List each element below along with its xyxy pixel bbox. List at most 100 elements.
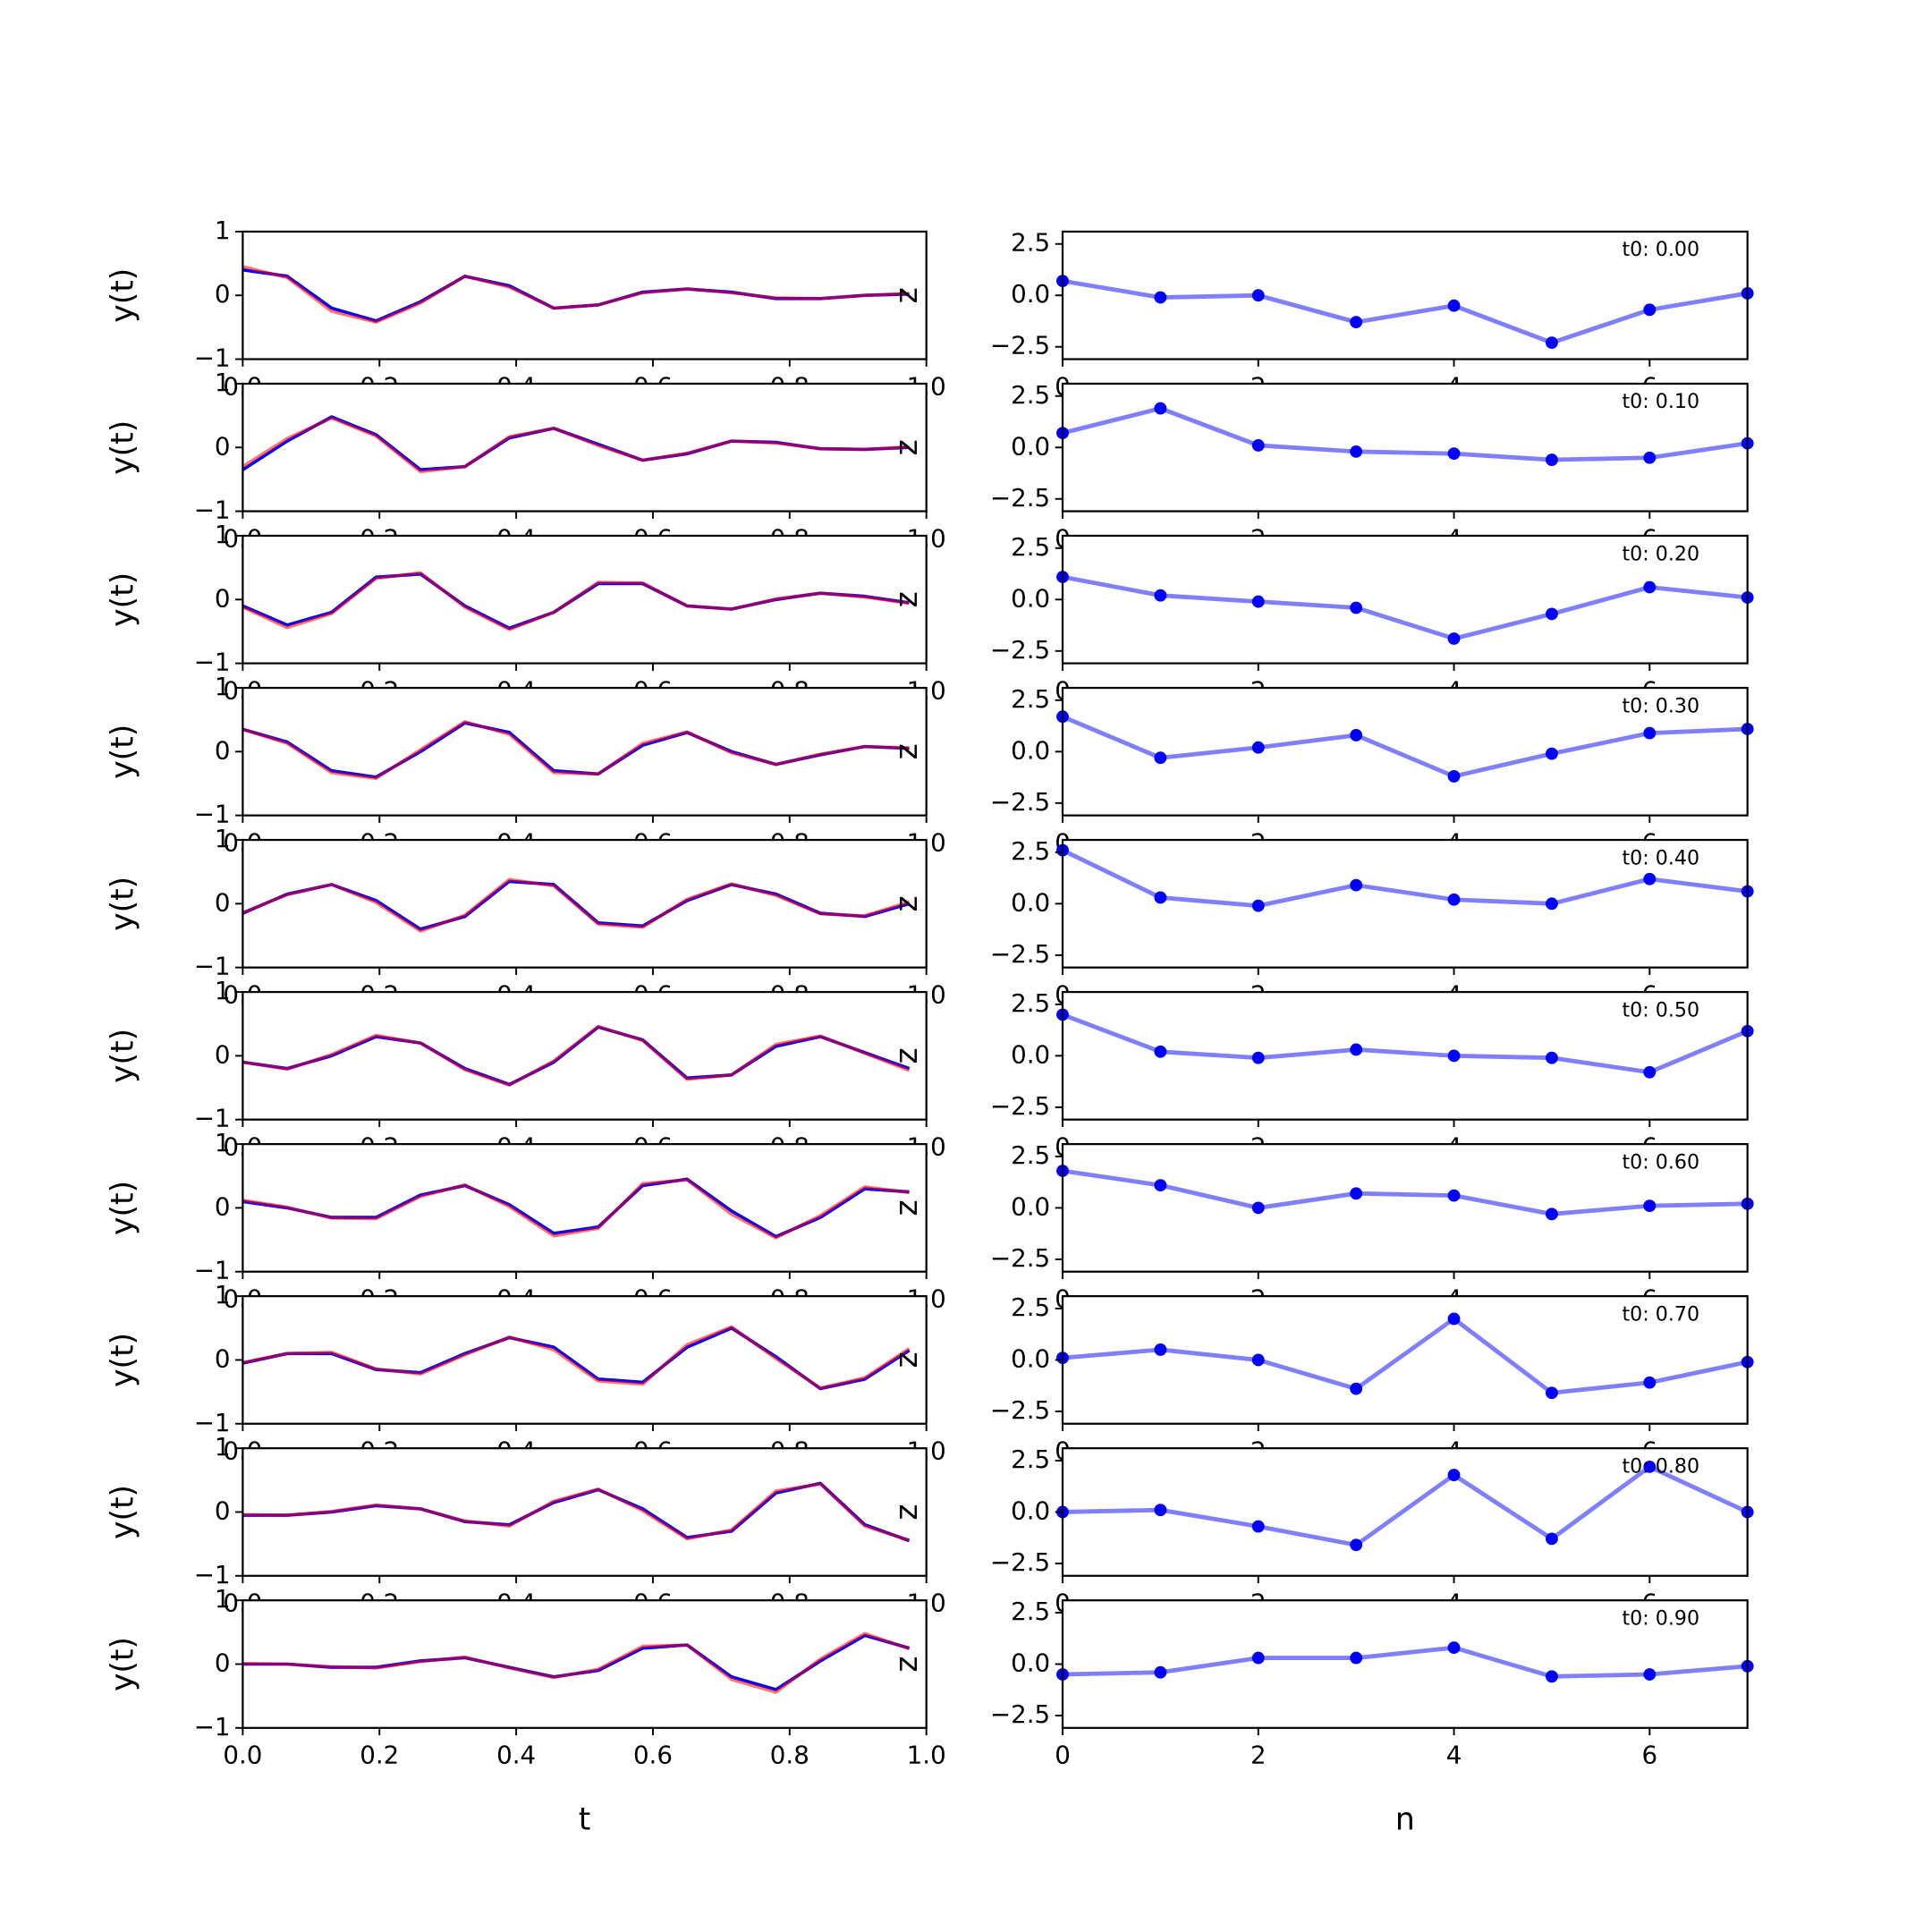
series-line xyxy=(1062,1464,1749,1547)
subplot: 0 2 4 6 −2.5 0.0 2.5 z n t0: 0.90 xyxy=(889,1597,1754,1838)
y-tick-label: 0.0 xyxy=(1011,887,1050,917)
marker xyxy=(1251,439,1265,452)
y-tick-label: 1 xyxy=(215,824,231,853)
y-axis-label: y(t) xyxy=(105,572,140,627)
y-tick-label: 0 xyxy=(215,279,231,309)
y-tick-label: 2.5 xyxy=(1011,684,1050,714)
marker xyxy=(1350,728,1363,741)
y-tick-label: −1 xyxy=(194,343,231,373)
marker xyxy=(1154,751,1167,765)
subplot: 0.0 0.2 0.4 0.6 0.8 1.0 −1 0 1 y(t) t xyxy=(105,1584,945,1837)
marker xyxy=(1154,402,1167,415)
x-tick-label: 1.0 xyxy=(907,1741,946,1770)
marker xyxy=(1251,595,1265,608)
series-line xyxy=(1062,1013,1749,1075)
y-axis-label: y(t) xyxy=(105,1637,140,1691)
y-axis-label: z xyxy=(889,1199,925,1216)
y-axis-label: z xyxy=(889,439,925,455)
y-tick-label: 2.5 xyxy=(1011,228,1050,258)
axes-face xyxy=(1063,688,1748,816)
y-tick-label: 2.5 xyxy=(1011,380,1050,410)
y-axis-label: z xyxy=(889,895,925,911)
y-tick-label: 0.0 xyxy=(1011,1648,1050,1678)
axes-face xyxy=(1063,992,1748,1120)
marker xyxy=(1643,1668,1657,1681)
marker xyxy=(1447,1641,1461,1655)
x-tick-label: 2 xyxy=(1250,1741,1267,1770)
marker xyxy=(1350,1538,1363,1552)
y-tick-label: 2.5 xyxy=(1011,1140,1050,1170)
marker xyxy=(1350,1382,1363,1395)
axes-face xyxy=(242,992,927,1120)
series-line xyxy=(1062,574,1748,641)
marker xyxy=(1546,1208,1558,1221)
marker xyxy=(1447,1049,1461,1063)
marker xyxy=(1447,447,1461,461)
marker xyxy=(1447,632,1461,645)
series-line xyxy=(242,1325,911,1390)
series-line xyxy=(242,571,910,631)
axes-face xyxy=(242,688,927,816)
y-axis-label: y(t) xyxy=(105,1333,140,1387)
series-line xyxy=(242,877,911,933)
y-tick-label: 1 xyxy=(215,976,231,1005)
marker xyxy=(1643,580,1657,594)
series-line xyxy=(242,720,910,781)
marker xyxy=(1546,607,1558,621)
marker xyxy=(1546,1051,1558,1064)
y-tick-label: 1 xyxy=(215,1128,231,1157)
y-tick-label: −2.5 xyxy=(990,1699,1050,1729)
x-tick-label: 4 xyxy=(1446,1741,1462,1770)
marker xyxy=(1350,445,1363,458)
axes-face xyxy=(1063,383,1748,512)
y-tick-label: 1 xyxy=(215,1432,231,1462)
series-line xyxy=(1062,1317,1749,1395)
axes-face xyxy=(1063,535,1748,664)
y-axis-label: y(t) xyxy=(105,1181,140,1235)
y-tick-label: −2.5 xyxy=(990,483,1050,513)
y-axis-label: y(t) xyxy=(105,268,140,323)
marker xyxy=(1546,747,1558,760)
marker xyxy=(1546,1532,1558,1546)
y-tick-label: 0.0 xyxy=(1011,583,1050,613)
marker xyxy=(1154,1504,1167,1517)
marker xyxy=(1643,1065,1657,1079)
x-tick-label: 6 xyxy=(1641,1741,1657,1770)
series-line xyxy=(242,1178,910,1240)
y-axis-label: z xyxy=(889,743,925,759)
series-line xyxy=(242,416,910,474)
axes-face xyxy=(1063,1296,1748,1424)
series-line xyxy=(242,1024,911,1087)
y-axis-label: z xyxy=(889,287,925,303)
y-tick-label: −2.5 xyxy=(990,939,1050,969)
y-tick-label: −2.5 xyxy=(990,1395,1050,1425)
y-tick-label: 1 xyxy=(215,216,231,245)
y-tick-label: 1 xyxy=(215,520,231,549)
marker xyxy=(1643,726,1657,740)
axes-face xyxy=(242,1600,927,1728)
marker xyxy=(1154,1665,1167,1679)
y-tick-label: 0 xyxy=(215,1648,231,1678)
x-axis-label: n xyxy=(1395,1802,1415,1838)
annotation: t0: 0.90 xyxy=(1622,1606,1699,1630)
y-tick-label: 0.0 xyxy=(1011,1191,1050,1221)
y-tick-label: −1 xyxy=(194,1712,231,1741)
y-tick-label: −1 xyxy=(194,952,231,981)
annotation: t0: 0.70 xyxy=(1622,1302,1699,1326)
marker xyxy=(1350,1651,1363,1665)
y-tick-label: 0 xyxy=(215,1343,231,1373)
y-axis-label: y(t) xyxy=(105,420,140,475)
y-axis-label: z xyxy=(889,1656,925,1672)
annotation: t0: 0.00 xyxy=(1622,238,1699,261)
marker xyxy=(1447,770,1461,783)
annotation: t0: 0.40 xyxy=(1622,846,1699,869)
y-axis-label: z xyxy=(889,1352,925,1368)
marker xyxy=(1154,1179,1167,1192)
